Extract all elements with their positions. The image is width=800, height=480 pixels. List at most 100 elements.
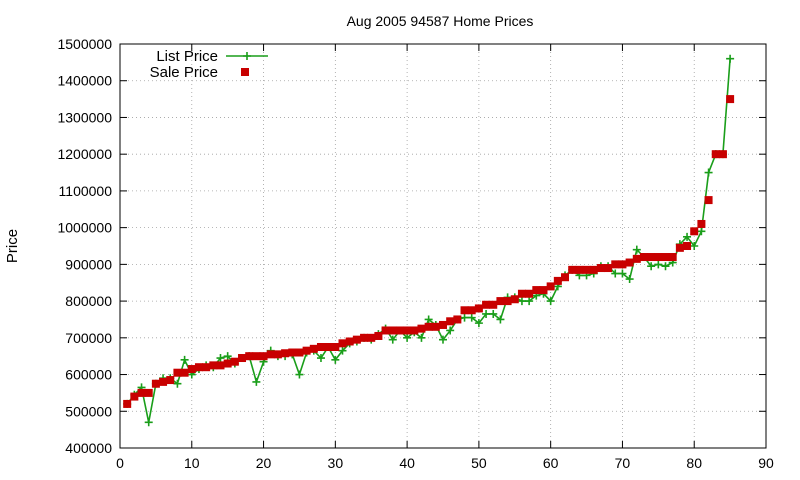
sale-price-point — [726, 95, 735, 104]
y-tick-label: 1000000 — [57, 220, 112, 236]
list-price-point — [388, 335, 397, 344]
sale-price-point — [460, 306, 469, 315]
sale-price-point — [417, 324, 426, 333]
x-tick-label: 40 — [399, 455, 415, 471]
sale-price-point — [238, 354, 247, 363]
plot-frame — [119, 43, 767, 449]
y-tick-label: 1300000 — [57, 109, 112, 125]
sale-price-point — [395, 326, 404, 335]
sale-price-point — [611, 260, 620, 269]
sale-price-point — [151, 379, 160, 388]
sale-price-point — [144, 388, 153, 397]
x-tick-label: 30 — [328, 455, 344, 471]
sale-price-point — [503, 297, 512, 306]
list-price-point — [632, 245, 641, 254]
sale-price-point — [582, 265, 591, 274]
sale-price-point — [482, 300, 491, 309]
list-price-point — [439, 335, 447, 344]
plot-border — [119, 43, 767, 449]
sale-price-point — [245, 352, 254, 361]
y-tick-label: 1400000 — [57, 73, 112, 89]
list-price-point — [517, 297, 526, 306]
sale-price-point — [209, 361, 218, 370]
sale-price-point — [159, 377, 168, 386]
list-price-point — [331, 355, 340, 364]
list-price-point — [625, 275, 634, 284]
list-price-point — [338, 346, 347, 355]
x-tick-label: 0 — [116, 455, 124, 471]
sale-price-point — [345, 337, 354, 346]
list-price-point — [496, 315, 505, 324]
sale-price-point — [252, 352, 261, 361]
list-price-point — [216, 354, 225, 363]
list-price-point — [467, 313, 476, 322]
sale-price-point — [338, 339, 347, 348]
y-tick-label: 400000 — [65, 440, 112, 456]
sale-price-point — [166, 376, 175, 385]
sale-price-point — [316, 343, 325, 351]
legend-list-price-marker — [243, 52, 251, 60]
sale-price-point — [216, 361, 225, 370]
sale-price-point — [410, 326, 419, 335]
sale-price-point — [374, 331, 383, 340]
sale-price-point — [525, 289, 534, 298]
x-tick-label: 20 — [256, 455, 272, 471]
sale-price-point — [173, 368, 182, 377]
y-tick-label: 600000 — [65, 367, 112, 383]
list-price-point — [180, 355, 189, 364]
sale-price-point — [130, 392, 139, 401]
sale-price-point — [489, 300, 498, 309]
sale-price-point — [683, 242, 692, 250]
sale-price-point — [654, 253, 663, 262]
y-axis-label: Price — [4, 229, 21, 263]
list-price-point — [697, 227, 706, 236]
x-tick-label: 60 — [543, 455, 559, 471]
sale-price-point — [137, 388, 146, 397]
sale-price-point — [589, 265, 598, 274]
x-tick-label: 10 — [184, 455, 200, 471]
list-price-point — [446, 326, 455, 335]
list-price-point — [611, 269, 620, 278]
sale-price-point — [675, 243, 684, 252]
list-price-point — [482, 309, 491, 318]
list-price-point — [173, 379, 182, 388]
list-price-point — [661, 262, 670, 271]
legend-marks — [226, 52, 268, 76]
x-tick-label: 50 — [471, 455, 487, 471]
list-price-point — [690, 242, 699, 250]
sale-price-point — [331, 343, 340, 351]
sale-price-point — [496, 297, 505, 306]
list-price-point — [417, 333, 426, 342]
sale-price-point — [697, 219, 706, 228]
sale-price-point — [467, 306, 476, 315]
legend: List Price Sale Price — [150, 48, 268, 81]
x-tick-label: 90 — [758, 455, 774, 471]
sale-price-point — [431, 322, 440, 331]
sale-price-point — [388, 326, 397, 335]
sale-price-point — [575, 265, 584, 274]
sale-price-point — [273, 350, 282, 359]
x-tick-label: 80 — [686, 455, 702, 471]
y-tick-label: 1100000 — [59, 183, 113, 199]
list-price-point — [489, 309, 498, 318]
sale-price-point — [381, 326, 390, 335]
sale-price-point — [711, 150, 720, 159]
sale-price-point — [360, 333, 369, 342]
x-axis-ticks: 0 10 20 30 40 50 60 70 80 90 — [116, 44, 774, 471]
y-tick-label: 900000 — [65, 256, 112, 272]
list-price-point — [618, 269, 627, 278]
sale-price-point — [424, 322, 433, 331]
y-tick-label: 700000 — [65, 330, 112, 346]
list-price-point — [316, 354, 325, 363]
sale-price-point — [625, 258, 634, 267]
sale-price-point — [446, 317, 455, 326]
list-price-point — [546, 297, 555, 306]
sale-price-point — [223, 359, 232, 368]
sale-price-point — [690, 227, 699, 236]
y-tick-label: 500000 — [65, 403, 112, 419]
sale-price-point — [295, 348, 304, 357]
list-price-point — [144, 418, 153, 427]
sale-price-point — [561, 273, 570, 282]
list-price-point — [295, 370, 304, 379]
